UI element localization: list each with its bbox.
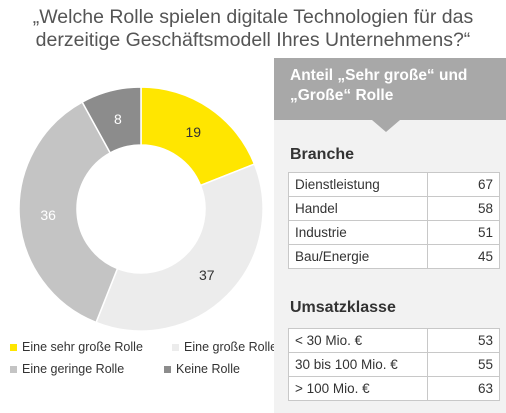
- row-value: 53: [427, 328, 500, 353]
- donut-slice-keine: [81, 86, 142, 154]
- branche-title: Branche: [290, 146, 355, 163]
- row-label: < 30 Mio. €: [288, 328, 428, 353]
- chart-title-line-2: derzeitige Geschäftsmodell Ihres Unterne…: [35, 29, 471, 51]
- table-row: < 30 Mio. € 53: [288, 328, 500, 353]
- chart-title: „Welche Rolle spielen digitale Technolog…: [0, 6, 506, 52]
- row-label: Bau/Energie: [288, 244, 428, 269]
- donut-chart: 19 37 36 8: [18, 86, 264, 332]
- donut-slice-gering: [18, 101, 119, 324]
- row-label: > 100 Mio. €: [288, 376, 428, 401]
- summary-panel: Anteil „Sehr große“ und „Große“ Rolle Br…: [274, 58, 506, 413]
- panel-header-line-2: „Große“ Rolle: [290, 87, 394, 104]
- row-value: 58: [427, 196, 500, 221]
- data-label-sehr-gross: 19: [185, 124, 201, 140]
- branche-table: Dienstleistung 67 Handel 58 Industrie 51…: [288, 172, 500, 269]
- table-row: > 100 Mio. € 63: [288, 376, 500, 401]
- legend-swatch-gering: [10, 365, 17, 373]
- legend-item-keine: Keine Rolle: [164, 362, 240, 376]
- umsatz-title: Umsatzklasse: [290, 299, 396, 316]
- legend-swatch-keine: [164, 365, 171, 373]
- data-label-gering: 36: [40, 207, 56, 223]
- legend-swatch-sehr-gross: [10, 343, 17, 351]
- donut-slice-gross: [95, 163, 264, 332]
- panel-header: Anteil „Sehr große“ und „Große“ Rolle: [274, 58, 506, 120]
- panel-header-line-1: Anteil „Sehr große“ und: [290, 67, 468, 84]
- data-label-keine: 8: [114, 111, 122, 127]
- row-value: 45: [427, 244, 500, 269]
- data-label-gross: 37: [199, 267, 215, 283]
- row-value: 55: [427, 352, 500, 377]
- legend-label-sehr-gross: Eine sehr große Rolle: [22, 340, 143, 354]
- row-label: Dienstleistung: [288, 172, 428, 197]
- legend-label-gering: Eine geringe Rolle: [22, 362, 125, 376]
- table-row: Bau/Energie 45: [288, 244, 500, 269]
- row-value: 63: [427, 376, 500, 401]
- legend-item-gering: Eine geringe Rolle: [10, 362, 124, 376]
- table-row: Handel 58: [288, 196, 500, 221]
- legend-item-gross: Eine große Rolle: [172, 340, 277, 354]
- row-label: Industrie: [288, 220, 428, 245]
- row-value: 67: [427, 172, 500, 197]
- legend-label-gross: Eine große Rolle: [184, 340, 278, 354]
- table-row: Dienstleistung 67: [288, 172, 500, 197]
- legend-label-keine: Keine Rolle: [176, 362, 240, 376]
- table-row: Industrie 51: [288, 220, 500, 245]
- umsatz-table: < 30 Mio. € 53 30 bis 100 Mio. € 55 > 10…: [288, 328, 500, 401]
- table-row: 30 bis 100 Mio. € 55: [288, 352, 500, 377]
- chart-title-line-1: „Welche Rolle spielen digitale Technolog…: [32, 6, 474, 28]
- legend-swatch-gross: [172, 343, 179, 351]
- row-label: Handel: [288, 196, 428, 221]
- row-value: 51: [427, 220, 500, 245]
- panel-header-arrow: [372, 120, 400, 132]
- row-label: 30 bis 100 Mio. €: [288, 352, 428, 377]
- legend-item-sehr-gross: Eine sehr große Rolle: [10, 340, 143, 354]
